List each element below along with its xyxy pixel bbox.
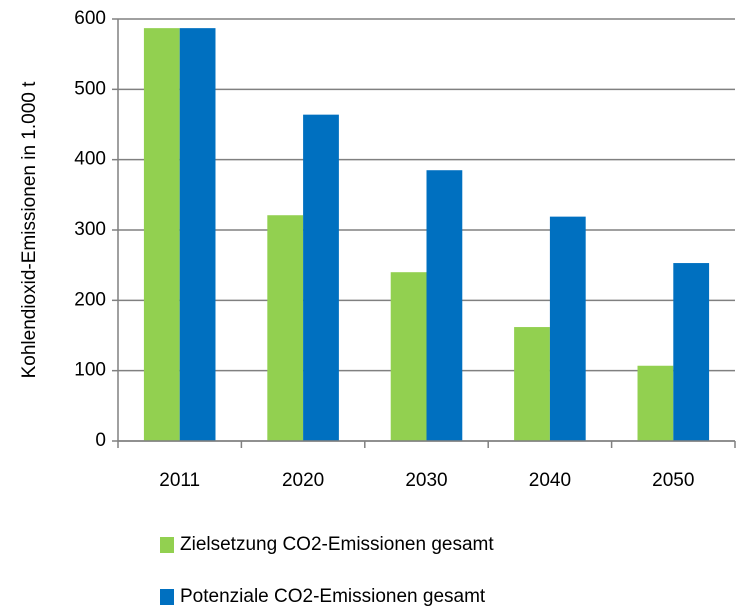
y-tick-label: 500 (74, 78, 106, 99)
y-tick-label: 600 (74, 8, 106, 29)
y-tick-label: 400 (74, 149, 106, 170)
bar (637, 365, 674, 441)
legend-label: Zielsetzung CO2-Emissionen gesamt (180, 534, 494, 555)
y-tick-label: 100 (74, 360, 106, 381)
bar (143, 28, 180, 441)
legend-swatch (160, 537, 174, 553)
legend-swatch (160, 589, 174, 605)
x-tick-label: 2030 (405, 470, 447, 491)
bar (267, 215, 304, 441)
bar (514, 327, 550, 441)
y-tick-label: 200 (74, 289, 106, 310)
bar (549, 216, 586, 441)
y-tick-label: 0 (95, 430, 106, 451)
bar (426, 170, 463, 441)
x-tick-label: 2040 (529, 470, 571, 491)
legend-label: Potenziale CO2-Emissionen gesamt (180, 586, 486, 607)
y-tick-label: 300 (74, 219, 106, 240)
x-tick-label: 2020 (282, 470, 324, 491)
x-tick-label: 2011 (159, 470, 200, 491)
bar (673, 263, 710, 441)
bar (390, 272, 427, 441)
bar (179, 28, 216, 441)
bar (303, 114, 339, 442)
x-tick-label: 2050 (652, 470, 694, 491)
y-axis-label: Kohlendioxid-Emissionen in 1.000 t (19, 81, 40, 379)
